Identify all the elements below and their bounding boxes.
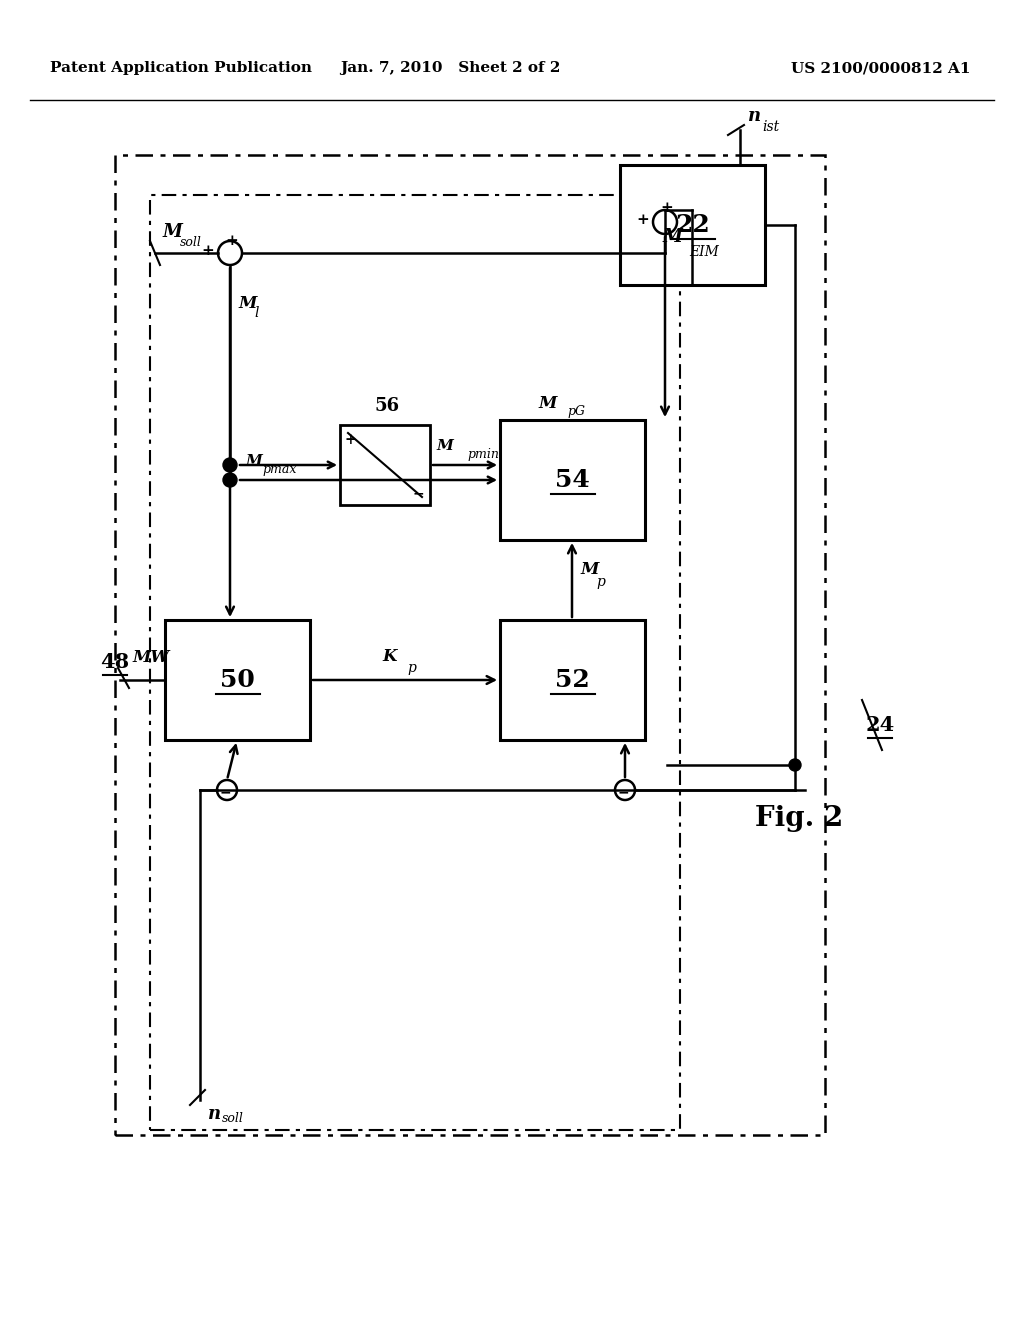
Text: US 2100/0000812 A1: US 2100/0000812 A1 (791, 61, 971, 75)
Circle shape (223, 458, 237, 473)
Text: M: M (238, 294, 256, 312)
Text: 52: 52 (555, 668, 590, 692)
Circle shape (223, 473, 237, 487)
Text: M: M (580, 561, 598, 578)
Text: p: p (407, 661, 416, 675)
Text: pmax: pmax (262, 463, 296, 477)
Text: M: M (539, 395, 557, 412)
Text: +: + (637, 213, 649, 227)
Bar (340, 425, 430, 506)
Text: M: M (163, 223, 183, 242)
Bar (165, 620, 310, 741)
Text: MW: MW (132, 649, 169, 667)
Bar (620, 165, 765, 285)
Text: soll: soll (222, 1111, 244, 1125)
Text: pmin: pmin (467, 447, 499, 461)
Text: M: M (245, 454, 262, 469)
Text: −: − (219, 785, 230, 799)
Bar (500, 420, 645, 540)
Text: n: n (748, 107, 761, 125)
Text: 54: 54 (555, 469, 590, 492)
Text: +: + (660, 201, 674, 215)
Text: l: l (254, 306, 258, 319)
Text: 24: 24 (865, 715, 895, 735)
Text: Jan. 7, 2010   Sheet 2 of 2: Jan. 7, 2010 Sheet 2 of 2 (340, 61, 561, 75)
Text: n: n (208, 1105, 221, 1123)
Text: pG: pG (567, 405, 585, 418)
Bar (150, 195, 680, 1130)
Text: K: K (383, 648, 397, 665)
Text: M: M (436, 440, 454, 453)
Circle shape (790, 759, 801, 771)
Text: soll: soll (180, 236, 202, 249)
Text: Fig. 2: Fig. 2 (755, 805, 843, 832)
Text: Patent Application Publication: Patent Application Publication (50, 61, 312, 75)
Bar (115, 154, 825, 1135)
Text: +: + (225, 234, 239, 248)
Text: −: − (413, 486, 424, 500)
Text: ist: ist (762, 120, 779, 135)
Text: 56: 56 (375, 397, 400, 414)
Text: M: M (663, 228, 682, 246)
Text: −: − (617, 785, 629, 799)
Text: p: p (596, 576, 605, 589)
Text: EIM: EIM (689, 246, 719, 259)
Text: +: + (202, 244, 214, 257)
Text: +: + (344, 433, 355, 447)
Text: 50: 50 (220, 668, 255, 692)
Text: 22: 22 (675, 213, 710, 238)
Text: 48: 48 (100, 652, 130, 672)
Bar (500, 620, 645, 741)
